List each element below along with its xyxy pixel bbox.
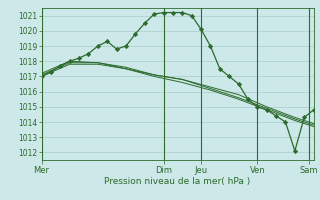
X-axis label: Pression niveau de la mer( hPa ): Pression niveau de la mer( hPa ) bbox=[104, 177, 251, 186]
